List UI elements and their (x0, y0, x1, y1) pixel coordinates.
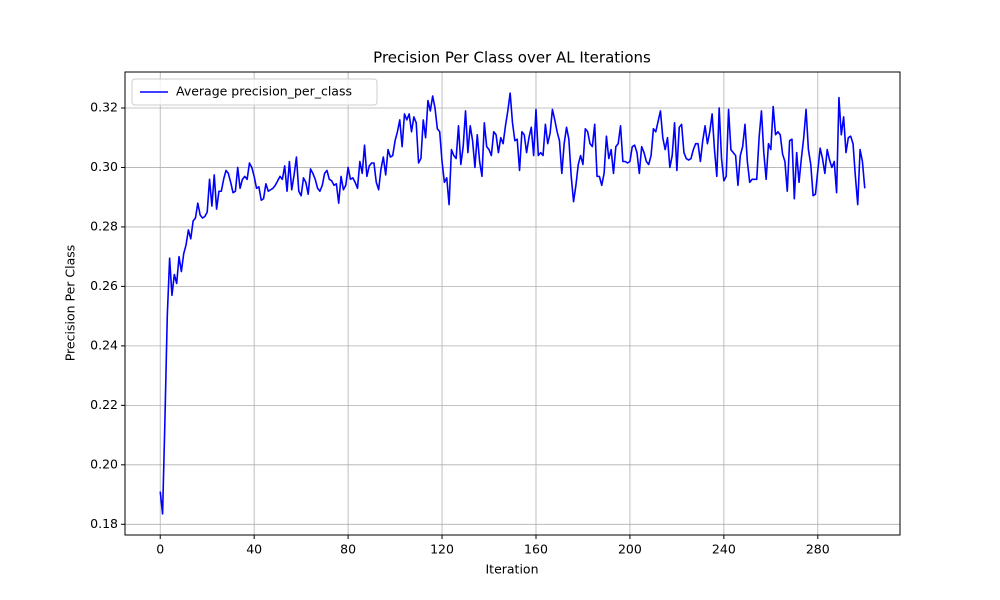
x-tick-label: 160 (524, 542, 548, 557)
x-tick-label: 80 (340, 542, 356, 557)
x-tick-label: 200 (618, 542, 642, 557)
y-tick-label: 0.24 (90, 337, 118, 352)
legend-box (131, 78, 378, 106)
x-tick-label: 240 (712, 542, 736, 557)
y-tick-label: 0.22 (90, 397, 118, 412)
y-tick-label: 0.30 (90, 159, 118, 174)
y-tick-label: 0.18 (90, 516, 118, 531)
y-tick-label: 0.32 (90, 99, 118, 114)
x-tick-label: 280 (806, 542, 830, 557)
legend: Average precision_per_class (131, 78, 378, 106)
plot-frame (124, 71, 901, 536)
x-tick-label: 0 (156, 542, 164, 557)
x-tick-label: 40 (246, 542, 262, 557)
chart-title: Precision Per Class over AL Iterations (373, 49, 651, 67)
x-axis-label: Iteration (485, 562, 538, 577)
x-tick-label: 120 (430, 542, 454, 557)
y-tick-label: 0.20 (90, 456, 118, 471)
legend-label: Average precision_per_class (176, 84, 352, 99)
line-series (159, 92, 866, 515)
y-tick-label: 0.26 (90, 278, 118, 293)
y-axis-label: Precision Per Class (63, 245, 78, 362)
y-tick-label: 0.28 (90, 218, 118, 233)
